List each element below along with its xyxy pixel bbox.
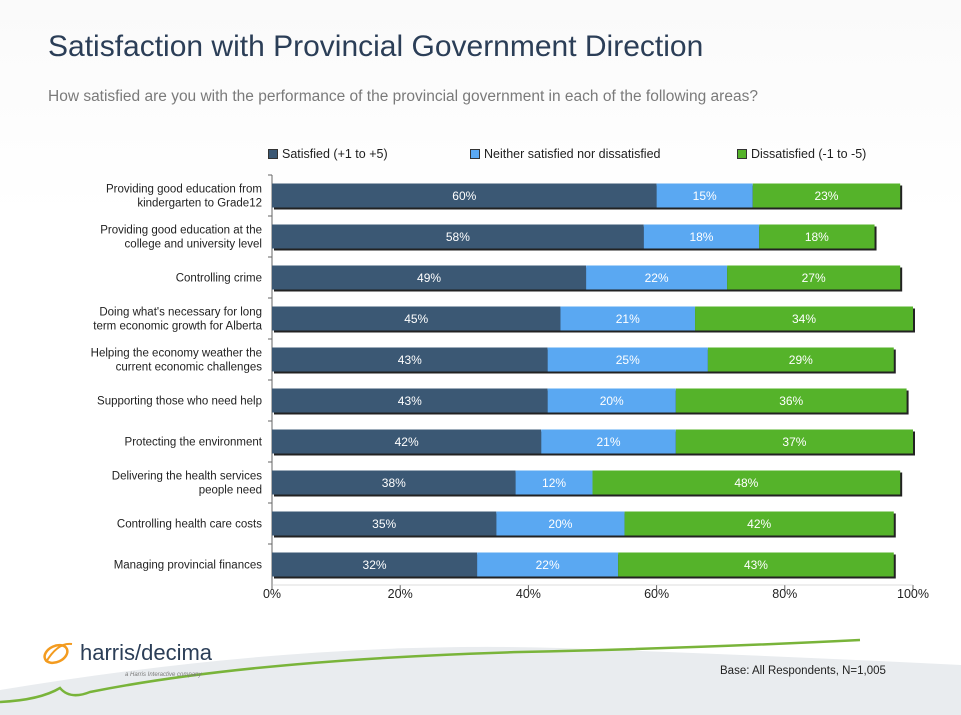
x-tick-label: 20% [388, 587, 413, 601]
logo-swoosh-icon [43, 642, 73, 665]
category-label: Providing good education at the college a… [100, 225, 262, 251]
bar-segment [272, 347, 548, 372]
data-label: 48% [734, 476, 758, 490]
data-label: 49% [417, 271, 441, 285]
bar-segment [547, 388, 676, 413]
page-title: Satisfaction with Provincial Government … [48, 30, 704, 63]
footer-swoosh-line [0, 638, 861, 704]
page-subtitle: How satisfied are you with the performan… [48, 88, 758, 105]
category-label: Controlling health care costs [117, 519, 262, 531]
bar-segment [272, 388, 548, 413]
bar-segment [272, 265, 587, 290]
bar-segment [496, 511, 625, 536]
bar-segment [272, 306, 561, 331]
bar-segment [272, 511, 497, 536]
data-label: 42% [395, 435, 419, 449]
data-label: 22% [536, 558, 560, 572]
data-label: 12% [542, 476, 566, 490]
data-label: 23% [814, 189, 838, 203]
x-tick-label: 40% [516, 587, 541, 601]
data-label: 22% [645, 271, 669, 285]
data-label: 35% [372, 517, 396, 531]
bar-segment [541, 429, 676, 454]
x-tick-label: 100% [897, 587, 929, 601]
data-label: 37% [782, 435, 806, 449]
x-tick-label: 60% [644, 587, 669, 601]
x-tick-label: 0% [263, 587, 281, 601]
data-label: 18% [689, 230, 713, 244]
category-label: Controlling crime [176, 273, 262, 285]
data-label: 38% [382, 476, 406, 490]
bar-segment [272, 552, 478, 577]
bar-segment [624, 511, 894, 536]
data-label: 58% [446, 230, 470, 244]
data-label: 21% [597, 435, 621, 449]
category-label: Protecting the environment [125, 437, 263, 449]
bar-segment [752, 183, 901, 208]
harris-decima-logo: harris/decima [40, 640, 212, 666]
legend-item-neither: Neither satisfied nor dissatisfied [470, 147, 660, 161]
data-label: 60% [452, 189, 476, 203]
data-label: 27% [802, 271, 826, 285]
base-note: Base: All Respondents, N=1,005 [720, 665, 886, 677]
bar-segment [272, 183, 657, 208]
x-tick-label: 80% [772, 587, 797, 601]
data-label: 29% [789, 353, 813, 367]
bar-segment [272, 224, 644, 249]
data-label: 34% [792, 312, 816, 326]
legend-label-satisfied: Satisfied (+1 to +5) [282, 147, 388, 161]
bar-segment [477, 552, 619, 577]
legend-label-neither: Neither satisfied nor dissatisfied [484, 147, 661, 161]
category-label: Helping the economy weather the current e… [91, 348, 263, 374]
bar-segment [547, 347, 708, 372]
bar-segment [272, 470, 516, 495]
bar-segment [586, 265, 728, 290]
bar-segment [675, 388, 907, 413]
data-label: 18% [805, 230, 829, 244]
bar-segment [272, 429, 542, 454]
bar-segment [643, 224, 760, 249]
footer-band-shape [0, 646, 961, 715]
data-label: 15% [693, 189, 717, 203]
category-label: Providing good education from kindergarte… [106, 184, 262, 210]
data-label: 25% [616, 353, 640, 367]
data-label: 43% [744, 558, 768, 572]
data-label: 42% [747, 517, 771, 531]
legend-item-satisfied: Satisfied (+1 to +5) [268, 147, 388, 161]
data-label: 20% [548, 517, 572, 531]
category-label: Supporting those who need help [97, 396, 262, 408]
bar-segment [759, 224, 875, 249]
bar-segment [675, 429, 913, 454]
data-label: 43% [398, 394, 422, 408]
bar-segment [560, 306, 696, 331]
data-label: 21% [616, 312, 640, 326]
bar-segment [592, 470, 901, 495]
data-label: 45% [404, 312, 428, 326]
data-label: 43% [398, 353, 422, 367]
bar-segment [707, 347, 894, 372]
bar-segment [618, 552, 894, 577]
logo-tagline: a Harris Interactive company [125, 672, 202, 678]
legend-swatch-dissatisfied [737, 149, 747, 159]
legend-swatch-neither [470, 149, 480, 159]
bar-segment [727, 265, 901, 290]
category-label: Doing what's necessary for long term econ… [93, 307, 262, 333]
logo-text: harris/decima [80, 640, 213, 665]
data-label: 36% [779, 394, 803, 408]
data-label: 20% [600, 394, 624, 408]
legend-item-dissatisfied: Dissatisfied (-1 to -5) [737, 147, 866, 161]
data-label: 32% [363, 558, 387, 572]
legend-label-dissatisfied: Dissatisfied (-1 to -5) [751, 147, 867, 161]
bar-segment [515, 470, 593, 495]
category-label: Managing provincial finances [114, 560, 263, 572]
category-label: Delivering the health services people nee… [112, 471, 262, 497]
bar-segment [656, 183, 753, 208]
bar-segment [695, 306, 913, 331]
legend-swatch-satisfied [268, 149, 278, 159]
